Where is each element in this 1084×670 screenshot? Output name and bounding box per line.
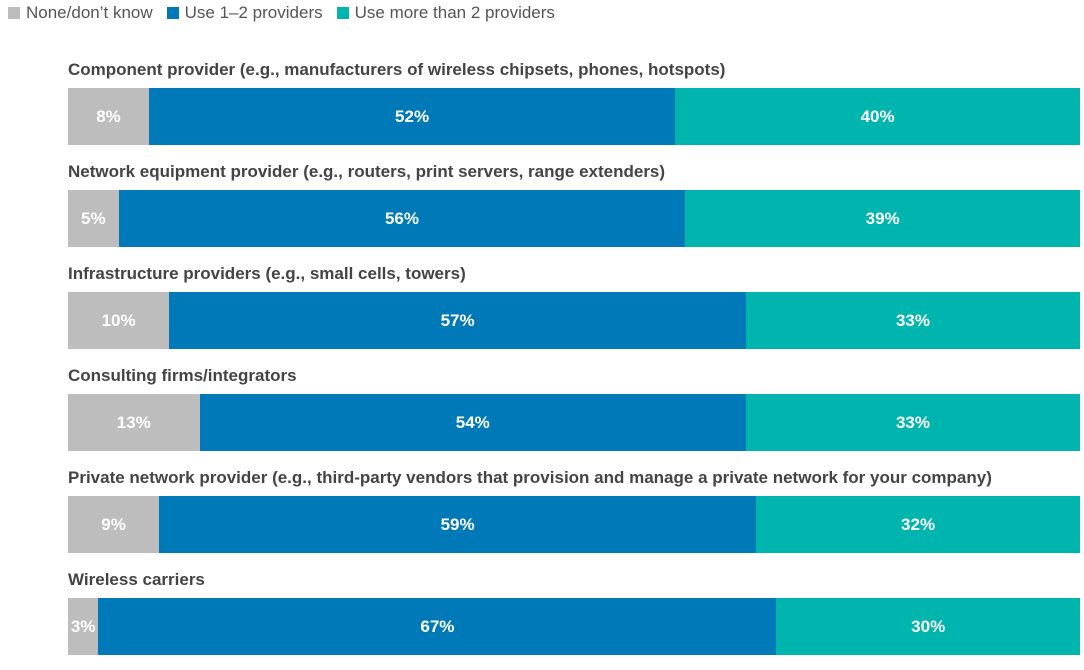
legend-label: None/don’t know <box>26 3 153 22</box>
bar-segment: 10% <box>68 292 170 349</box>
bar: 5% 56% 39% <box>68 190 1080 247</box>
value-label: 30% <box>911 616 946 636</box>
bar-segment: 56% <box>118 190 686 247</box>
value-label: 39% <box>865 208 900 228</box>
legend-swatch <box>8 7 20 19</box>
value-label: 8% <box>96 106 121 126</box>
row: Wireless carriers 3% 67% 30% <box>68 567 1080 655</box>
bar: 3% 67% 30% <box>68 598 1080 655</box>
value-label: 40% <box>860 106 895 126</box>
value-label: 5% <box>81 208 106 228</box>
row: Consulting firms/integrators 13% 54% 33% <box>68 363 1080 451</box>
category-label: Infrastructure providers (e.g., small ce… <box>68 264 466 283</box>
value-label: 54% <box>455 412 490 432</box>
bar-segment: 9% <box>68 496 160 553</box>
value-label: 57% <box>440 310 475 330</box>
bar: 10% 57% 33% <box>68 292 1080 349</box>
category-label: Network equipment provider (e.g., router… <box>68 162 666 181</box>
bar-segment: 8% <box>68 88 149 145</box>
value-label: 67% <box>420 616 455 636</box>
value-label: 13% <box>116 412 151 432</box>
row: Network equipment provider (e.g., router… <box>68 159 1080 247</box>
bar-segment: 59% <box>159 496 757 553</box>
value-label: 33% <box>895 412 930 432</box>
bar-segment: 40% <box>675 88 1080 145</box>
plot: Component provider (e.g., manufacturers … <box>68 57 1080 669</box>
category-label: Private network provider (e.g., third-pa… <box>68 468 992 487</box>
value-label: 3% <box>70 616 96 636</box>
legend-swatch <box>166 7 179 19</box>
legend-swatch <box>336 7 349 19</box>
bar-segment: 30% <box>776 598 1080 655</box>
bar-segment: 57% <box>169 292 747 349</box>
value-label: 10% <box>101 310 136 330</box>
bar-segment: 5% <box>68 190 119 247</box>
legend: None/don’t know Use 1–2 providers Use more… <box>8 3 555 23</box>
row: Infrastructure providers (e.g., small ce… <box>68 261 1080 349</box>
bar: 9% 59% 32% <box>68 496 1080 553</box>
value-label: 32% <box>901 514 936 534</box>
value-label: 59% <box>440 514 475 534</box>
bar: 8% 52% 40% <box>68 88 1080 145</box>
bar-segment: 33% <box>746 292 1080 349</box>
bar-segment: 3% <box>68 598 99 655</box>
category-label: Component provider (e.g., manufacturers … <box>68 60 726 79</box>
bar: 13% 54% 33% <box>68 394 1080 451</box>
row: Private network provider (e.g., third-pa… <box>68 465 1080 553</box>
value-label: 9% <box>101 514 126 534</box>
value-label: 33% <box>895 310 930 330</box>
bar-segment: 39% <box>685 190 1080 247</box>
bar-segment: 13% <box>68 394 200 451</box>
category-label: Consulting firms/integrators <box>68 366 297 385</box>
bar-segment: 54% <box>199 394 747 451</box>
legend-item: None/don’t know <box>8 3 153 23</box>
legend-item: Use more than 2 providers <box>336 3 555 23</box>
row: Component provider (e.g., manufacturers … <box>68 57 1080 145</box>
category-label: Wireless carriers <box>68 570 205 589</box>
bar-segment: 52% <box>148 88 676 145</box>
bar-segment: 32% <box>756 496 1080 553</box>
bar-segment: 33% <box>746 394 1080 451</box>
bar-segment: 67% <box>98 598 777 655</box>
legend-label: Use 1–2 providers <box>184 3 323 22</box>
legend-label: Use more than 2 providers <box>354 3 555 22</box>
legend-item: Use 1–2 providers <box>166 3 323 23</box>
value-label: 56% <box>384 208 419 228</box>
value-label: 52% <box>395 106 430 126</box>
